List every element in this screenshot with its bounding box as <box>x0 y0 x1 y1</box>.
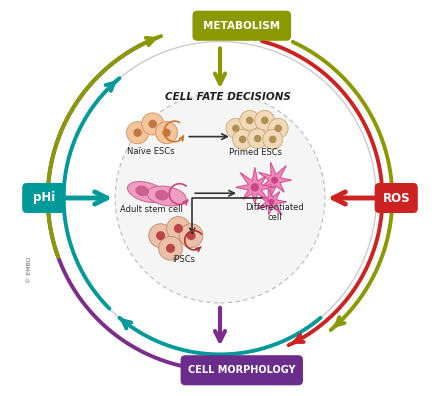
Circle shape <box>239 135 246 143</box>
Circle shape <box>248 129 268 148</box>
Circle shape <box>133 128 142 137</box>
Circle shape <box>115 93 325 303</box>
Polygon shape <box>259 162 291 197</box>
Circle shape <box>179 224 203 248</box>
Ellipse shape <box>147 186 186 206</box>
Ellipse shape <box>136 185 149 196</box>
Text: METABOLISM: METABOLISM <box>203 21 280 31</box>
Circle shape <box>263 129 282 149</box>
Circle shape <box>148 120 157 128</box>
Circle shape <box>127 122 149 144</box>
FancyBboxPatch shape <box>192 11 291 41</box>
Ellipse shape <box>128 181 166 203</box>
Circle shape <box>187 231 196 240</box>
FancyBboxPatch shape <box>22 183 66 213</box>
Text: ROS: ROS <box>382 192 410 204</box>
Text: Primed ESCs: Primed ESCs <box>229 148 282 157</box>
Text: iPSCs: iPSCs <box>172 255 195 264</box>
Circle shape <box>251 183 259 192</box>
Circle shape <box>162 128 171 137</box>
Text: CELL FATE DECISIONS: CELL FATE DECISIONS <box>165 92 291 102</box>
Circle shape <box>166 244 175 253</box>
Circle shape <box>156 231 165 240</box>
Circle shape <box>246 116 253 124</box>
Circle shape <box>167 217 191 240</box>
FancyBboxPatch shape <box>374 183 418 213</box>
Circle shape <box>269 135 276 143</box>
Circle shape <box>232 124 240 132</box>
Circle shape <box>233 129 253 149</box>
Circle shape <box>271 177 278 184</box>
Circle shape <box>159 236 183 260</box>
Circle shape <box>261 116 268 124</box>
Circle shape <box>254 135 261 142</box>
Text: Naïve ESCs: Naïve ESCs <box>127 147 174 156</box>
Text: Differentiated
cell: Differentiated cell <box>245 203 304 222</box>
Circle shape <box>155 122 178 144</box>
Circle shape <box>142 113 164 135</box>
Text: CELL MORPHOLOGY: CELL MORPHOLOGY <box>188 365 296 375</box>
Polygon shape <box>236 168 276 204</box>
Text: Adult stem cell: Adult stem cell <box>121 206 183 214</box>
Circle shape <box>255 110 275 130</box>
Circle shape <box>226 118 246 138</box>
Circle shape <box>240 110 260 130</box>
Circle shape <box>268 199 275 205</box>
Circle shape <box>268 118 288 138</box>
Polygon shape <box>257 188 286 215</box>
Circle shape <box>275 124 282 132</box>
Ellipse shape <box>155 190 169 200</box>
FancyBboxPatch shape <box>180 355 303 385</box>
Text: © EMBO: © EMBO <box>27 256 32 283</box>
Circle shape <box>149 224 172 248</box>
Text: pHi: pHi <box>33 192 55 204</box>
Circle shape <box>174 224 183 233</box>
